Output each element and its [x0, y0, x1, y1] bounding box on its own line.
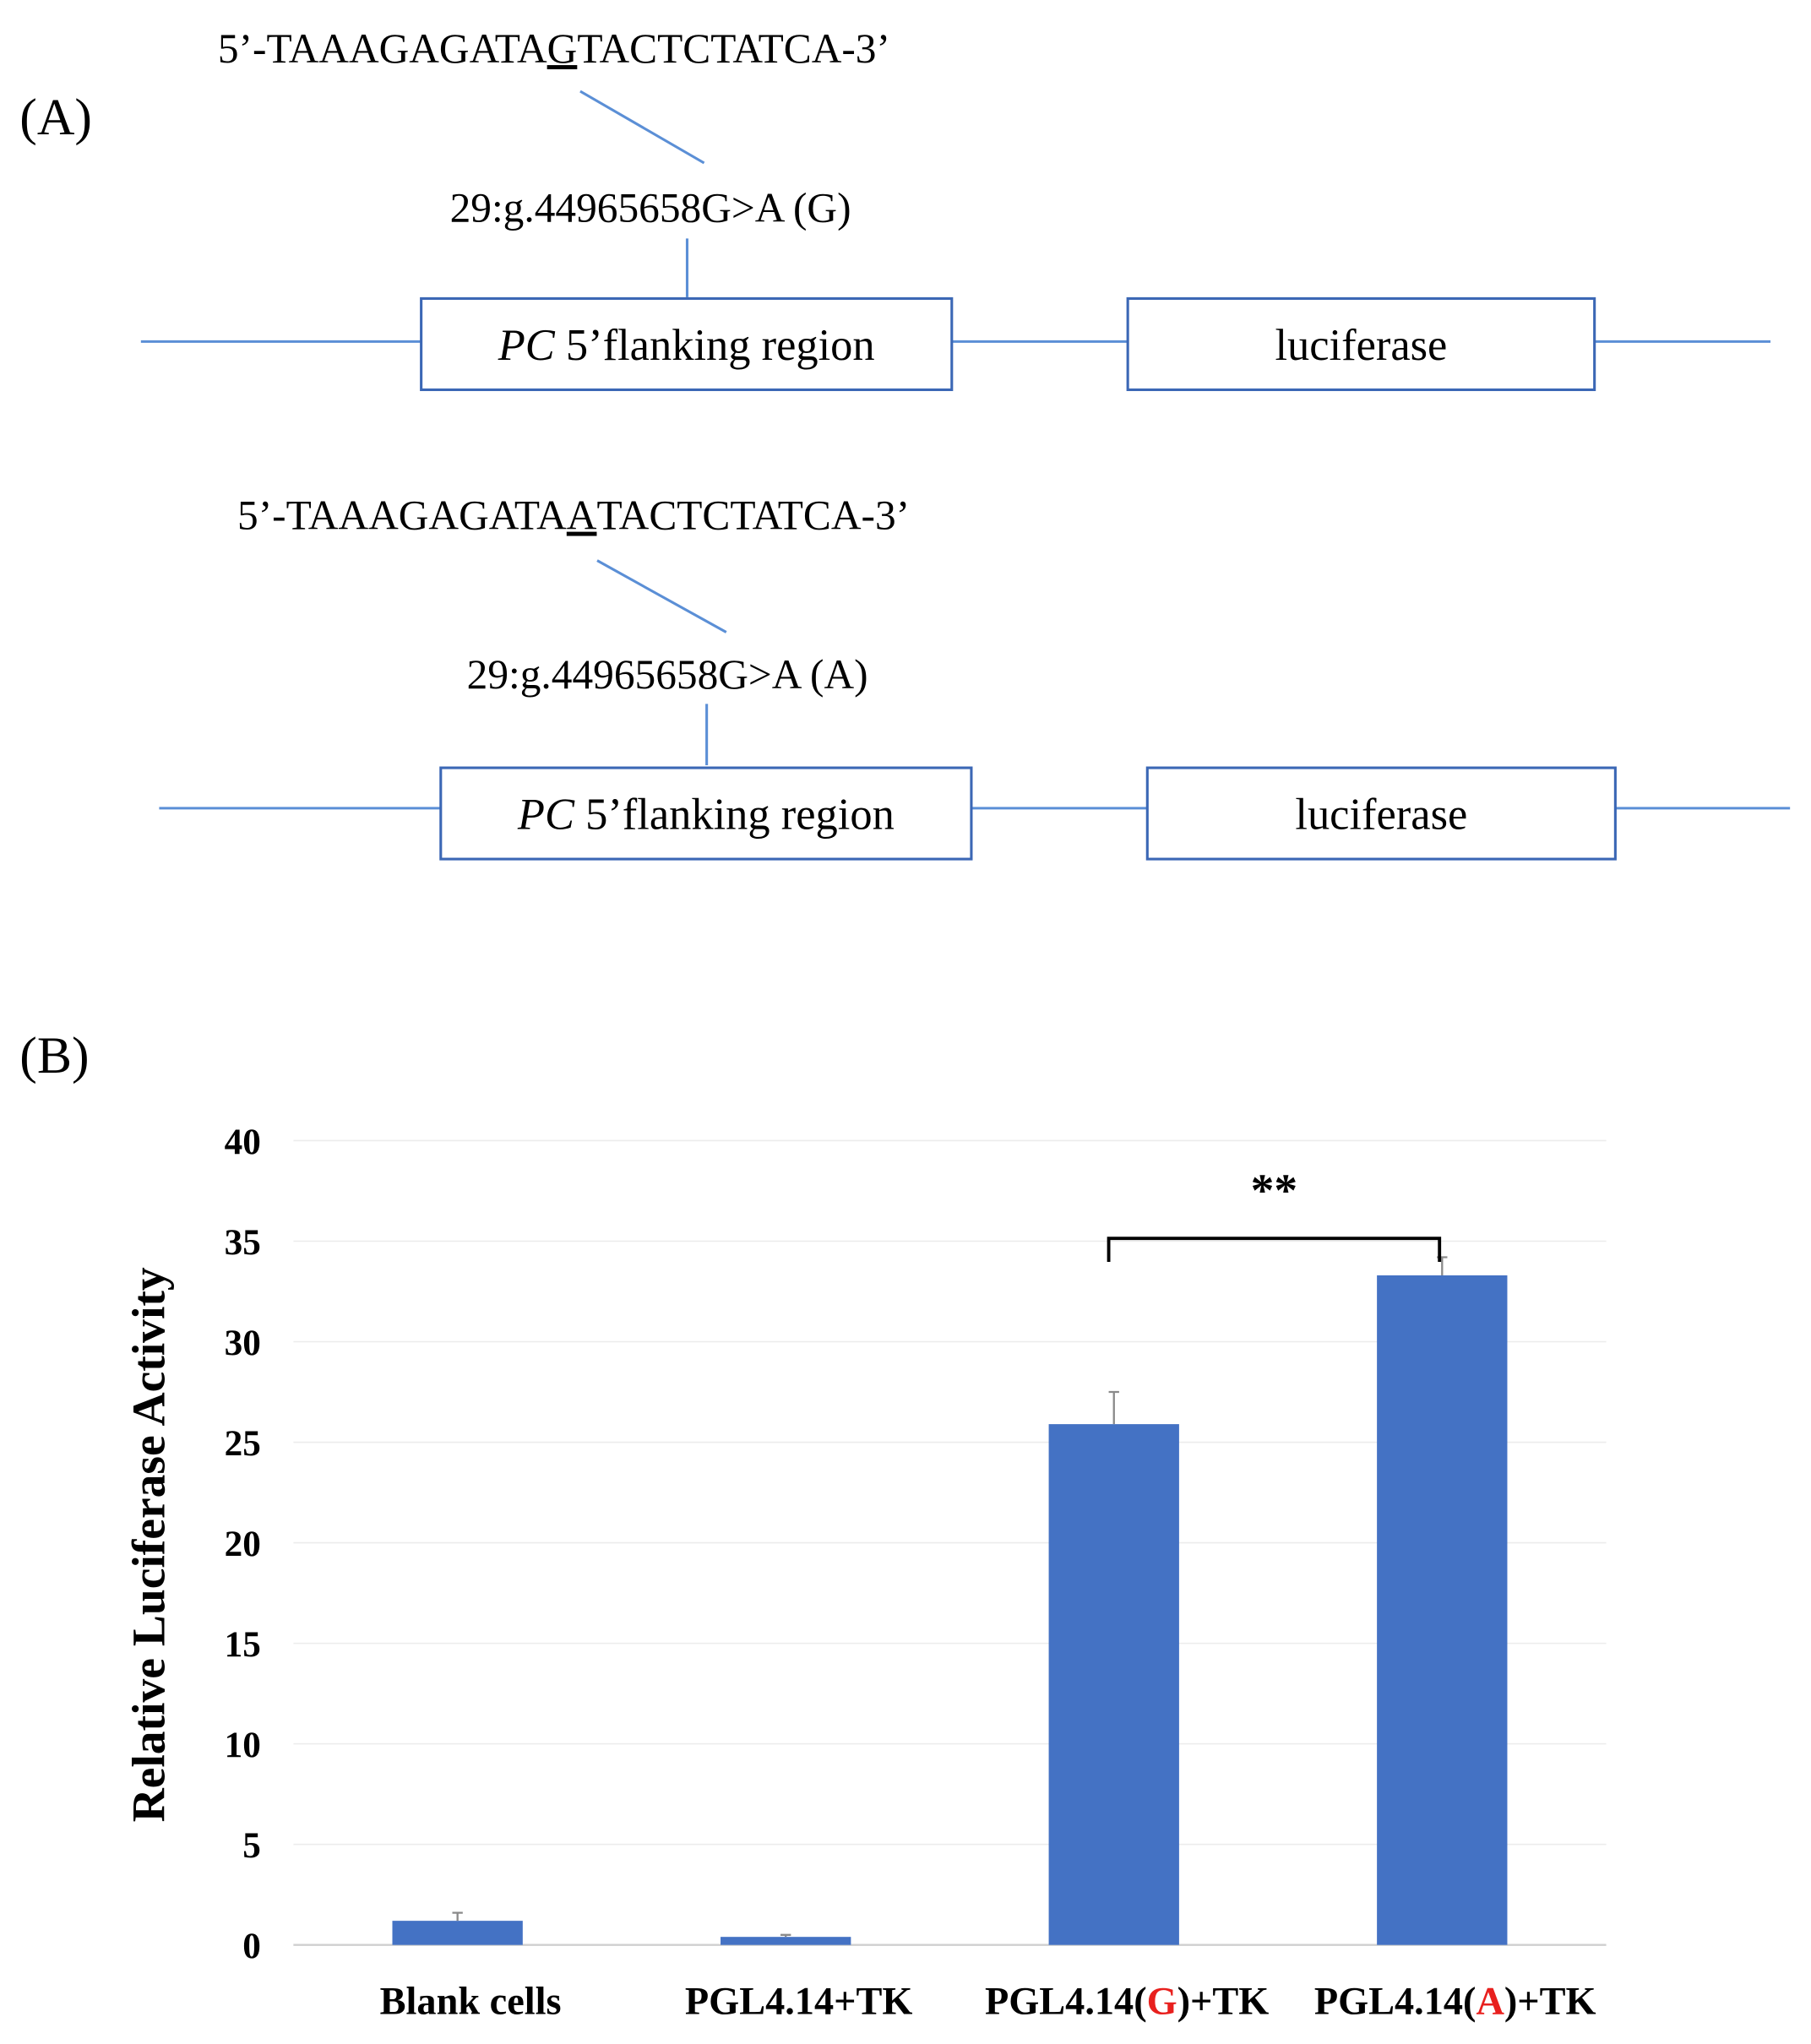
region-name: 5’flanking region: [585, 791, 895, 840]
panel-label: (A): [19, 89, 92, 146]
snp-label: 29:g.44965658G>A (A): [467, 651, 868, 698]
region-label: PC 5’flanking region: [517, 791, 895, 840]
region-name: 5’flanking region: [566, 321, 875, 370]
x-tick-label: PGL4.14(A)+TK: [1314, 1981, 1596, 2024]
x-tick-label: Blank cells: [380, 1981, 562, 2024]
space: [574, 791, 585, 840]
error-bar: [780, 1933, 791, 1938]
region-box: [420, 296, 954, 392]
y-tick-label: 15: [225, 1624, 261, 1665]
gene-name: PC: [517, 791, 575, 840]
y-tick-label: 30: [225, 1323, 261, 1363]
bar: [721, 1937, 851, 1945]
sequence-part: 5’-TAAAGAGATA: [237, 492, 567, 539]
significance-bracket: [1107, 1237, 1442, 1262]
error-bar: [452, 1911, 463, 1922]
bar-chart: 0 5 10 15 20 25 30 35 40 Blank cells PGL4.14+TK PGL…: [225, 1122, 1607, 2024]
reporter-box: [1145, 766, 1617, 861]
pointer: [596, 559, 727, 633]
reporter-label: luciferase: [1275, 321, 1447, 370]
region-box: [439, 766, 973, 861]
space: [555, 321, 566, 370]
significance-label: **: [1251, 1165, 1298, 1217]
constructs: 5’-TAAAGAGATAGTACTCTATCA-3’29:g.44965658…: [140, 25, 1791, 861]
sequence-part: TACTCTATCA-3’: [577, 25, 890, 72]
y-axis-label: Relative Luciferase Activity: [123, 1267, 176, 1822]
y-tick-label: 10: [225, 1725, 261, 1765]
bar: [1048, 1424, 1179, 1945]
x-tick-label: PGL4.14+TK: [685, 1981, 912, 2024]
variant-base: A: [567, 492, 597, 539]
y-tick-label: 20: [225, 1524, 261, 1564]
gene-name: PC: [498, 321, 556, 370]
reporter-label: luciferase: [1295, 791, 1467, 840]
sequence: 5’-TAAAGAGATAATACTCTATCA-3’: [237, 492, 910, 539]
sequence-part: 5’-TAAAGAGATA: [218, 25, 547, 72]
pointer: [579, 90, 705, 165]
panel-label: (B): [19, 1027, 89, 1085]
y-tick-label: 40: [225, 1122, 261, 1162]
error-bar: [1108, 1390, 1119, 1425]
reporter-box: [1126, 296, 1596, 392]
snp-label: 29:g.44965658G>A (G): [450, 184, 851, 231]
y-tick-label: 25: [225, 1423, 261, 1464]
bar: [392, 1921, 523, 1945]
x-tick-label: PGL4.14(G)+TK: [985, 1981, 1269, 2024]
region-label: PC 5’flanking region: [498, 321, 875, 370]
bar: [1377, 1275, 1508, 1945]
y-tick-label: 35: [225, 1222, 261, 1263]
sequence: 5’-TAAAGAGATAGTACTCTATCA-3’: [218, 25, 890, 72]
y-tick-label: 5: [242, 1825, 261, 1866]
variant-base: G: [547, 25, 578, 72]
y-tick-label: 0: [242, 1926, 261, 1966]
sequence-part: TACTCTATCA-3’: [596, 492, 910, 539]
